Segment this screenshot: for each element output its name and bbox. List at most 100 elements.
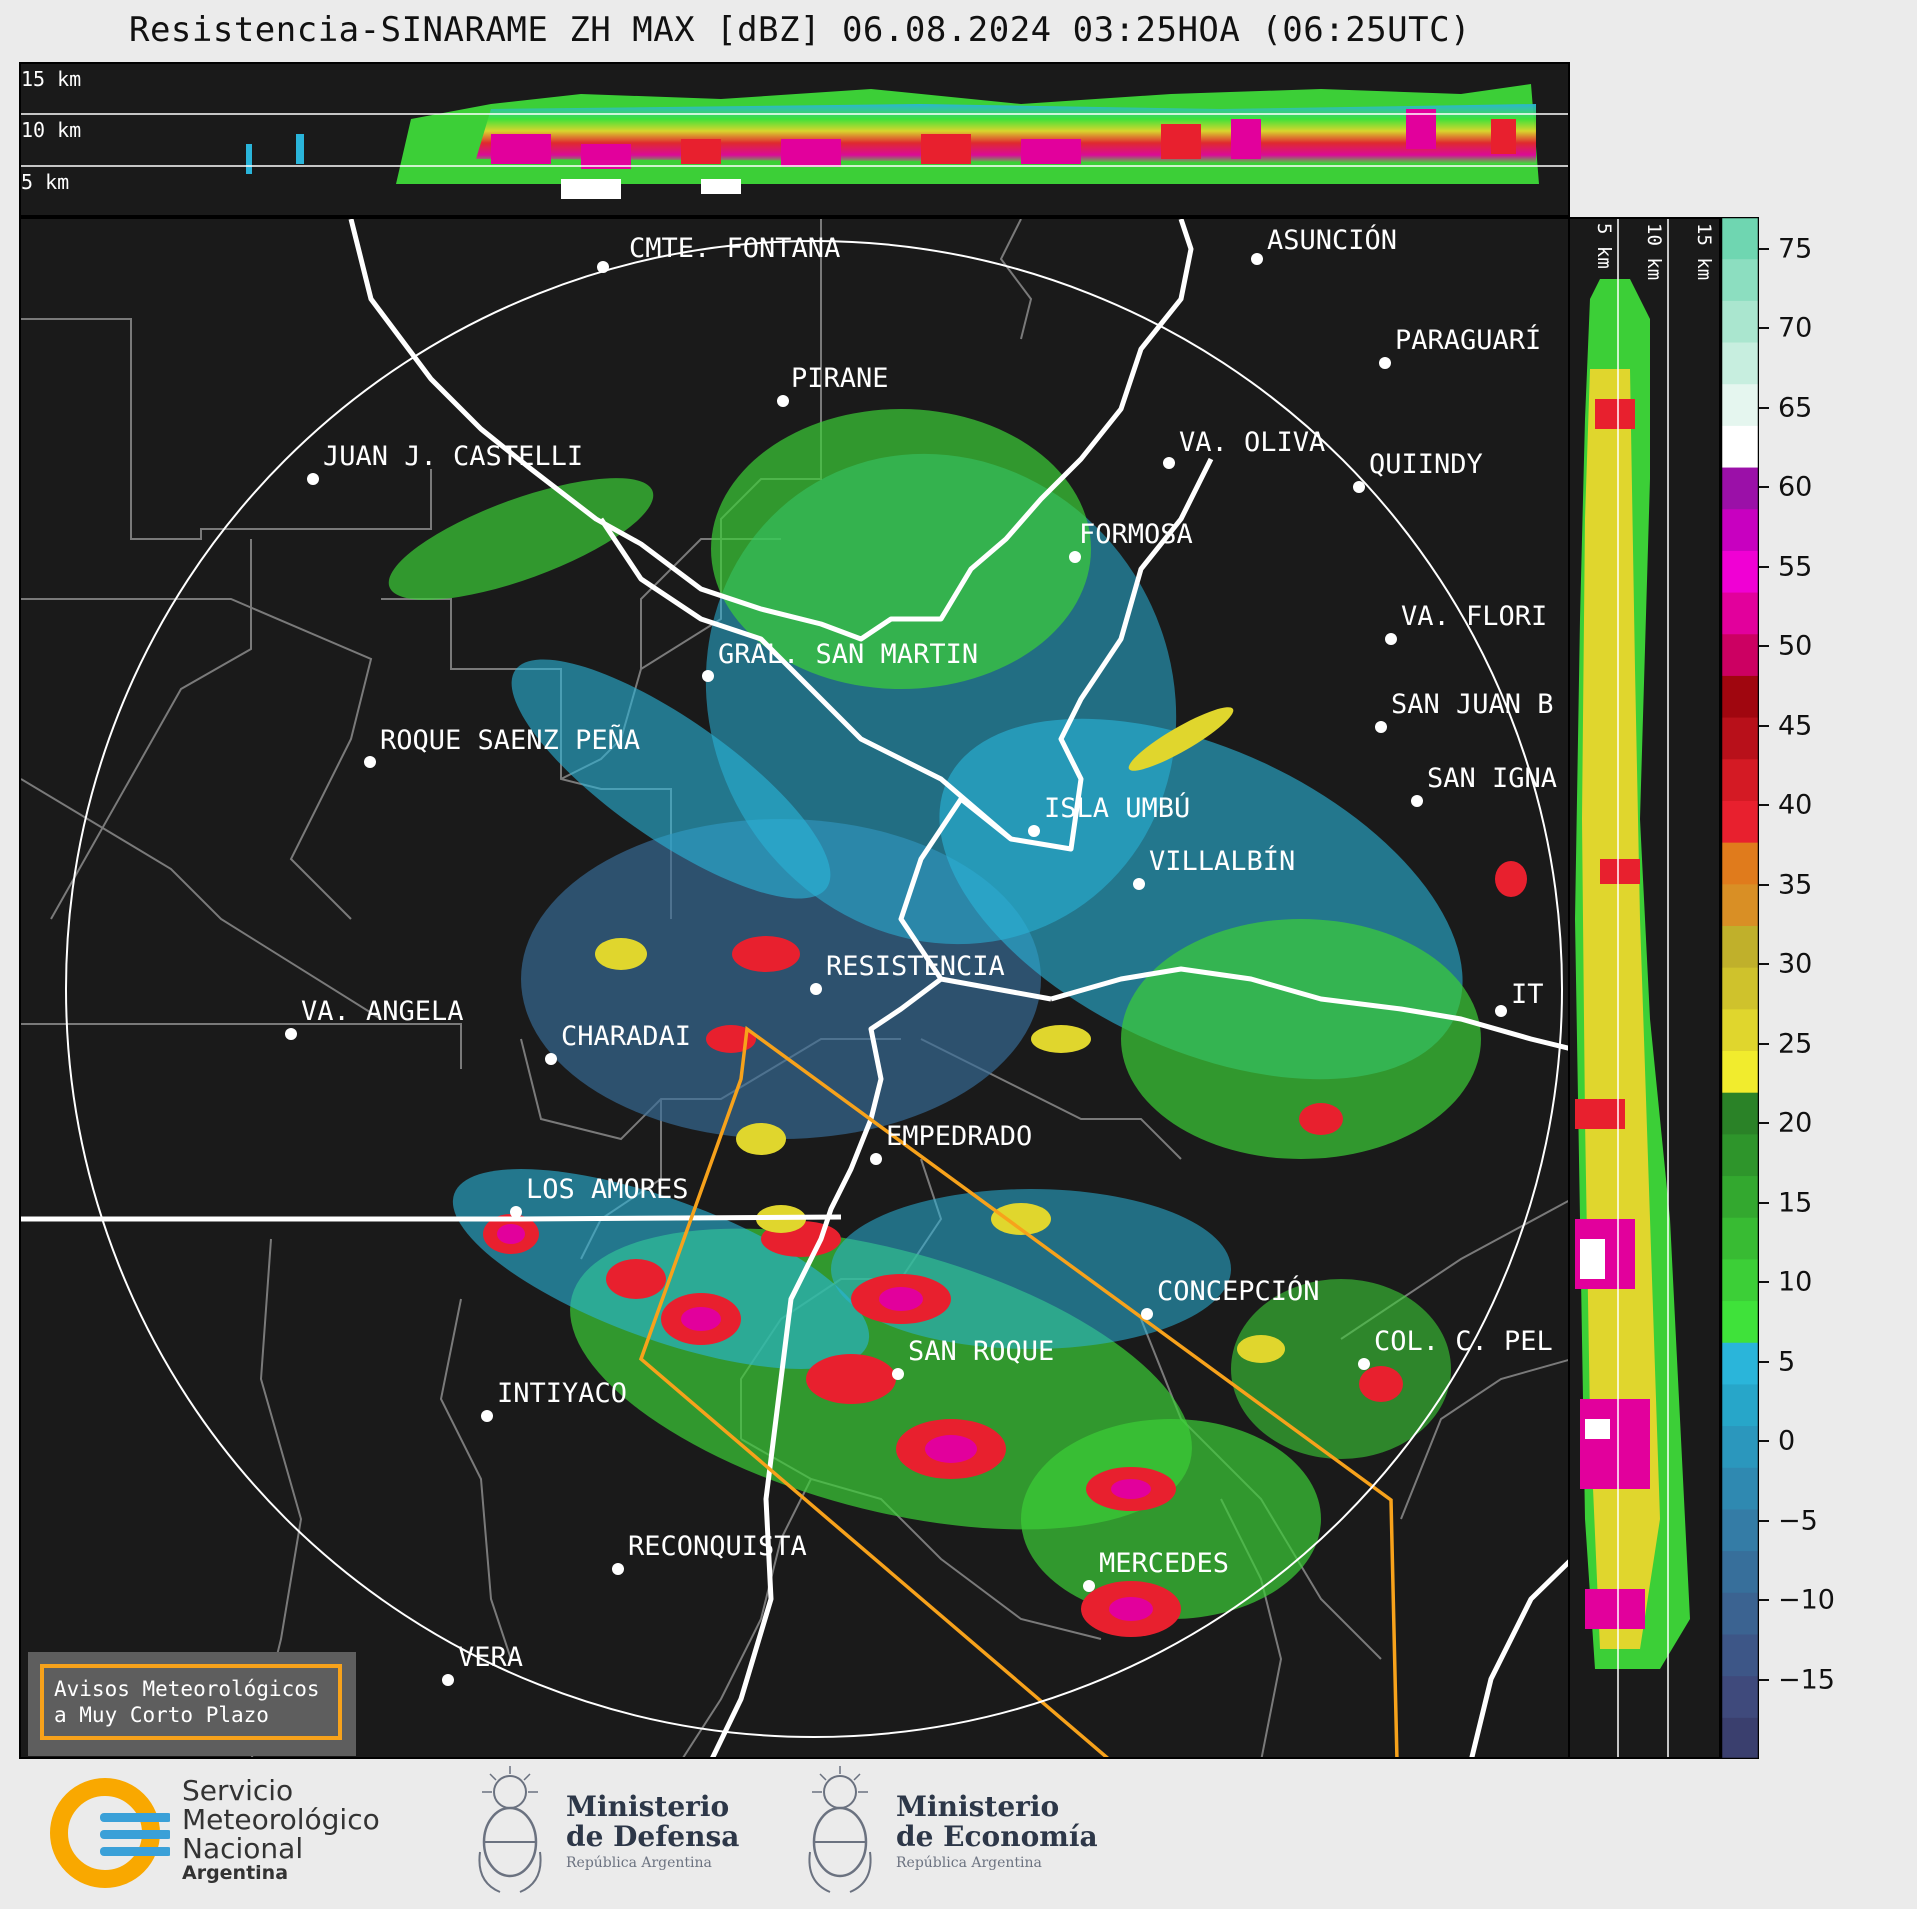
colorbar-tick-label: 40 bbox=[1778, 789, 1813, 821]
smn-line4: Argentina bbox=[182, 1862, 289, 1884]
range-ring bbox=[65, 240, 1563, 1738]
coat-of-arms-icon bbox=[470, 1762, 550, 1900]
place-label: PARAGUARÍ bbox=[1395, 325, 1542, 356]
colorbar-tick-mark bbox=[1759, 1201, 1769, 1204]
colorbar-swatch bbox=[1721, 1675, 1759, 1718]
place-label: VILLALBÍN bbox=[1149, 846, 1296, 877]
place-marker bbox=[777, 395, 789, 407]
place-marker bbox=[285, 1028, 297, 1040]
place-label: SAN IGNA bbox=[1427, 763, 1558, 794]
colorbar-tick-label: 75 bbox=[1778, 233, 1813, 265]
colorbar-swatch bbox=[1721, 300, 1759, 343]
place-marker bbox=[892, 1368, 904, 1380]
economia-line1: Ministerio bbox=[896, 1790, 1060, 1823]
place-label: FORMOSA bbox=[1079, 519, 1193, 550]
colorbar-tick-label: 35 bbox=[1778, 869, 1813, 901]
top-height-label: 15 km bbox=[21, 67, 81, 91]
place-marker bbox=[1358, 1358, 1370, 1370]
place-label: MERCEDES bbox=[1099, 1548, 1230, 1579]
colorbar-tick-label: 70 bbox=[1778, 312, 1813, 344]
smn-logo-text: Servicio Meteorológico Nacional Argentin… bbox=[182, 1776, 380, 1883]
place-marker bbox=[1163, 457, 1175, 469]
place-label: CMTE. FONTANA bbox=[629, 233, 841, 264]
colorbar-tick-mark bbox=[1759, 1281, 1769, 1284]
colorbar-swatch bbox=[1721, 1508, 1759, 1552]
place-marker bbox=[1028, 825, 1040, 837]
colorbar-swatch bbox=[1721, 1175, 1759, 1218]
place-label: LOS AMORES bbox=[526, 1174, 689, 1205]
storm-cells bbox=[483, 707, 1527, 1637]
colorbar-swatch bbox=[1721, 592, 1759, 635]
colorbar-tick-mark bbox=[1759, 883, 1769, 886]
radar-map bbox=[21, 219, 1568, 1759]
colorbar-swatch bbox=[1721, 425, 1759, 468]
colorbar-swatch bbox=[1721, 217, 1759, 260]
place-marker bbox=[1133, 878, 1145, 890]
place-label: ROQUE SAENZ PEÑA bbox=[380, 725, 641, 756]
place-label: SAN JUAN B bbox=[1391, 689, 1554, 720]
place-label: VERA bbox=[458, 1642, 524, 1673]
colorbar-swatch bbox=[1721, 675, 1759, 718]
defensa-line1: Ministerio bbox=[566, 1790, 730, 1823]
colorbar-tick-mark bbox=[1759, 963, 1769, 966]
colorbar-swatch bbox=[1721, 1592, 1759, 1635]
place-marker bbox=[1083, 1580, 1095, 1592]
colorbar-tick-mark bbox=[1759, 1678, 1769, 1681]
top-cross-section-panel: 15 km 10 km 5 km bbox=[19, 62, 1570, 217]
colorbar-tick-label: 50 bbox=[1778, 630, 1813, 662]
place-label: ASUNCIÓN bbox=[1267, 225, 1398, 256]
colorbar-tick-mark bbox=[1759, 1360, 1769, 1363]
side-cross-section-panel: 5 km 10 km 15 km bbox=[1570, 217, 1721, 1759]
place-marker bbox=[1069, 551, 1081, 563]
side-cross-section-plot: 5 km 10 km 15 km bbox=[1575, 219, 1715, 1757]
colorbar-tick-label: 10 bbox=[1778, 1266, 1813, 1298]
top-core-cells bbox=[491, 109, 1516, 199]
place-label: RECONQUISTA bbox=[628, 1531, 807, 1562]
colorbar-tick-mark bbox=[1759, 724, 1769, 727]
colorbar-tick-label: 5 bbox=[1778, 1346, 1796, 1378]
top-height-label: 5 km bbox=[21, 170, 69, 194]
smn-line2: Meteorológico bbox=[182, 1803, 380, 1836]
colorbar-swatch bbox=[1721, 1300, 1759, 1343]
defensa-line3: República Argentina bbox=[566, 1855, 712, 1871]
colorbar-tick-label: −5 bbox=[1778, 1505, 1818, 1537]
place-marker bbox=[1495, 1005, 1507, 1017]
place-marker bbox=[481, 1410, 493, 1422]
coat-of-arms-icon bbox=[800, 1762, 880, 1900]
place-marker bbox=[702, 670, 714, 682]
colorbar-swatch bbox=[1721, 508, 1759, 551]
place-marker bbox=[810, 983, 822, 995]
colorbar-tick-label: 0 bbox=[1778, 1425, 1796, 1457]
place-label: SAN ROQUE bbox=[908, 1336, 1055, 1367]
place-label: INTIYACO bbox=[497, 1378, 628, 1409]
colorbar-tick-label: 30 bbox=[1778, 948, 1813, 980]
dbz-colorbar bbox=[1720, 216, 1760, 1760]
place-marker bbox=[1353, 481, 1365, 493]
colorbar-swatch bbox=[1721, 550, 1759, 593]
place-marker bbox=[1385, 633, 1397, 645]
colorbar-swatch bbox=[1721, 1050, 1759, 1093]
warning-legend-line1: Avisos Meteorológicos bbox=[54, 1677, 320, 1701]
colorbar-tick-mark bbox=[1759, 486, 1769, 489]
place-marker bbox=[1251, 253, 1263, 265]
economia-line3: República Argentina bbox=[896, 1855, 1042, 1871]
place-label: JUAN J. CASTELLI bbox=[323, 441, 584, 472]
place-label: VA. OLIVA bbox=[1179, 427, 1326, 458]
place-marker bbox=[597, 261, 609, 273]
colorbar-tick-label: 45 bbox=[1778, 710, 1813, 742]
smn-logo-icon bbox=[50, 1778, 172, 1888]
colorbar-swatches bbox=[1720, 216, 1760, 1760]
colorbar-swatch bbox=[1721, 1425, 1759, 1468]
colorbar-swatch bbox=[1721, 467, 1759, 510]
colorbar-tick-mark bbox=[1759, 327, 1769, 330]
place-marker bbox=[545, 1053, 557, 1065]
smn-line3: Nacional bbox=[182, 1832, 304, 1865]
colorbar-tick-label: −10 bbox=[1778, 1584, 1835, 1616]
place-marker bbox=[307, 473, 319, 485]
colorbar-swatch bbox=[1721, 1008, 1759, 1052]
colorbar-tick-mark bbox=[1759, 1599, 1769, 1602]
warning-polygon[interactable] bbox=[638, 1025, 1399, 1759]
colorbar-swatch bbox=[1721, 1133, 1759, 1177]
colorbar-swatch bbox=[1721, 1717, 1759, 1760]
colorbar-swatch bbox=[1721, 925, 1759, 968]
